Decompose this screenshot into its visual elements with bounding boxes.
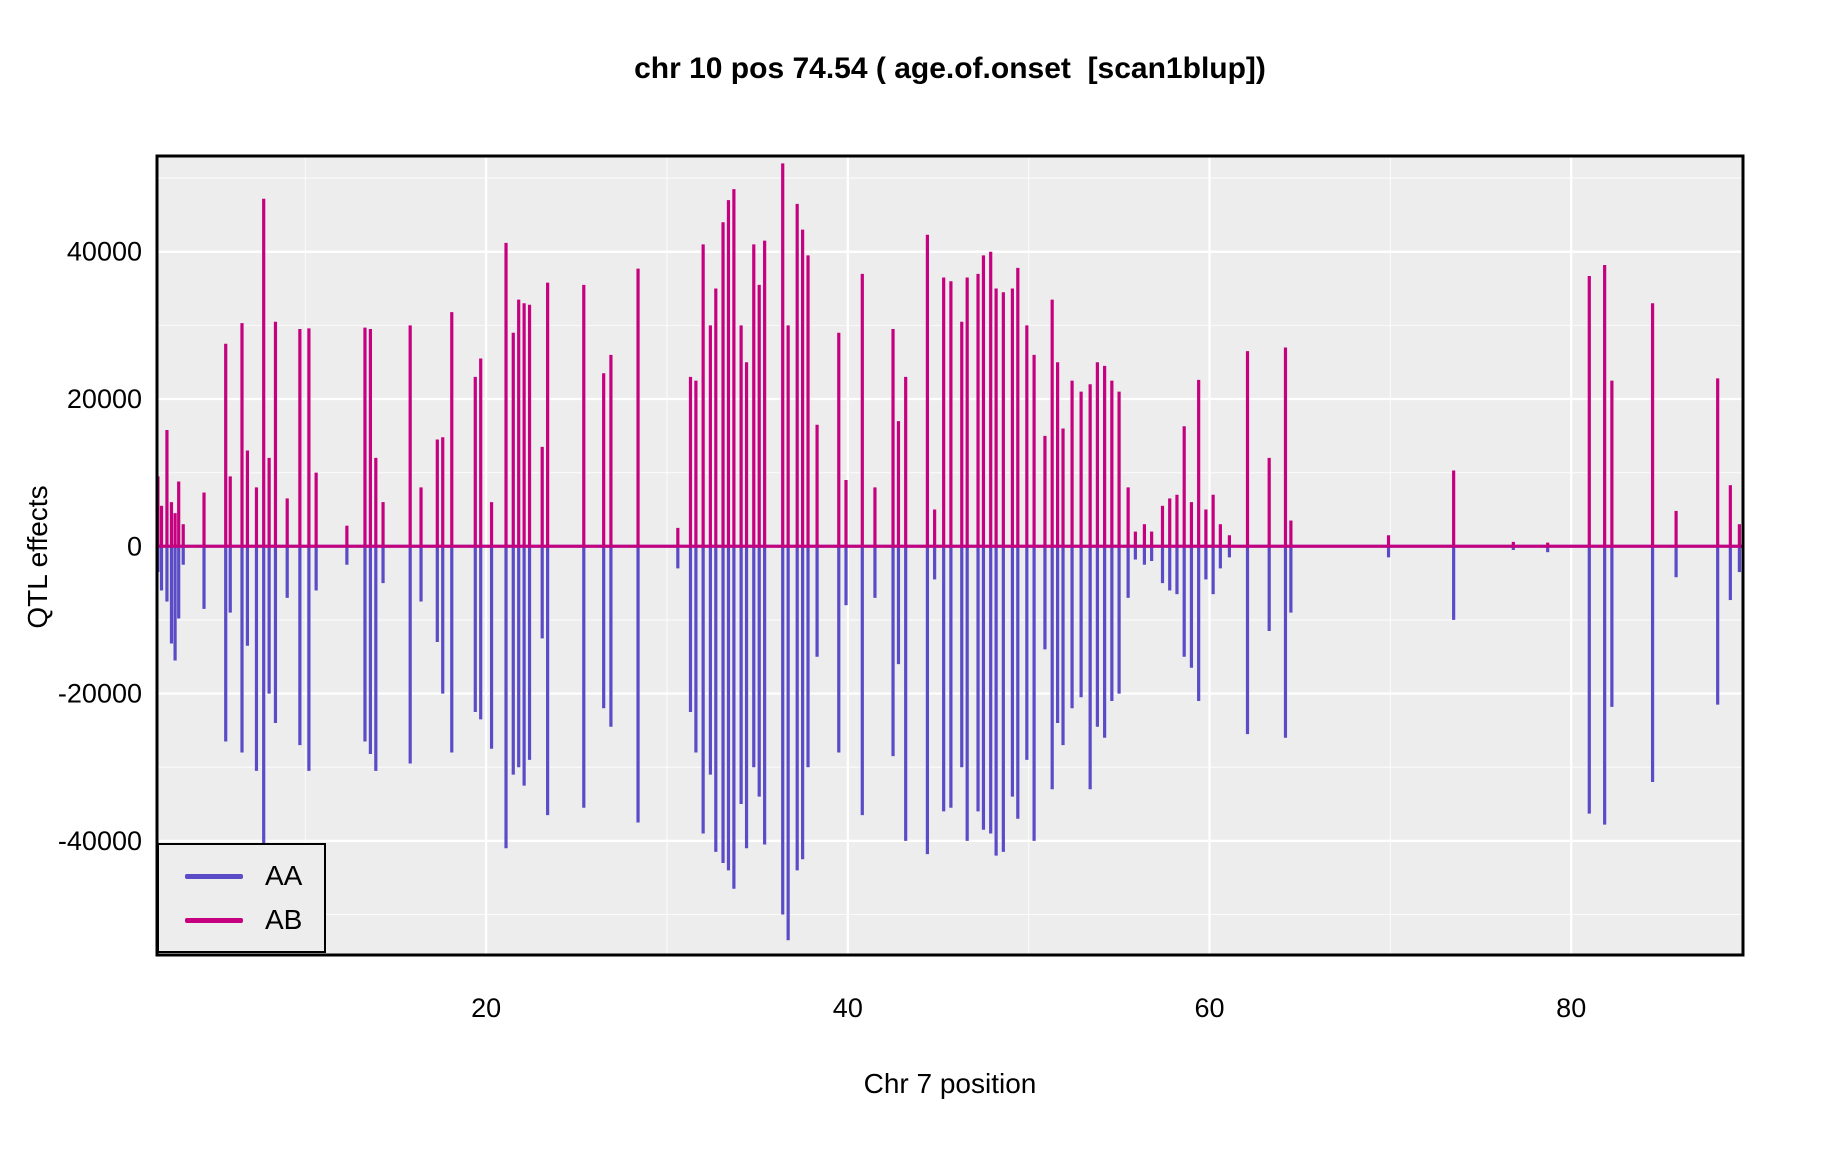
y-axis-title: QTL effects [22, 485, 53, 629]
x-tick-label: 80 [1556, 993, 1586, 1023]
legend-item-ab: AB [159, 906, 324, 934]
panel-border [155, 154, 1745, 957]
y-tick-label: -20000 [58, 679, 142, 709]
y-tick-label: 20000 [67, 384, 142, 414]
legend-label-ab: AB [265, 904, 303, 935]
legend-item-aa: AA [159, 862, 324, 890]
y-tick-label: 40000 [67, 237, 142, 267]
y-tick-label: -40000 [58, 826, 142, 856]
legend-label-aa: AA [265, 860, 303, 891]
x-tick-label: 20 [471, 993, 501, 1023]
legend-line-swatch-aa [185, 873, 243, 879]
x-tick-label: 40 [833, 993, 863, 1023]
chart-title: chr 10 pos 74.54 ( age.of.onset [scan1bl… [634, 52, 1266, 85]
legend: AA AB [157, 843, 326, 953]
y-tick-label: 0 [127, 531, 142, 561]
legend-line-swatch-ab [185, 917, 243, 923]
x-axis-title: Chr 7 position [863, 1068, 1037, 1099]
x-tick-label: 60 [1194, 993, 1224, 1023]
